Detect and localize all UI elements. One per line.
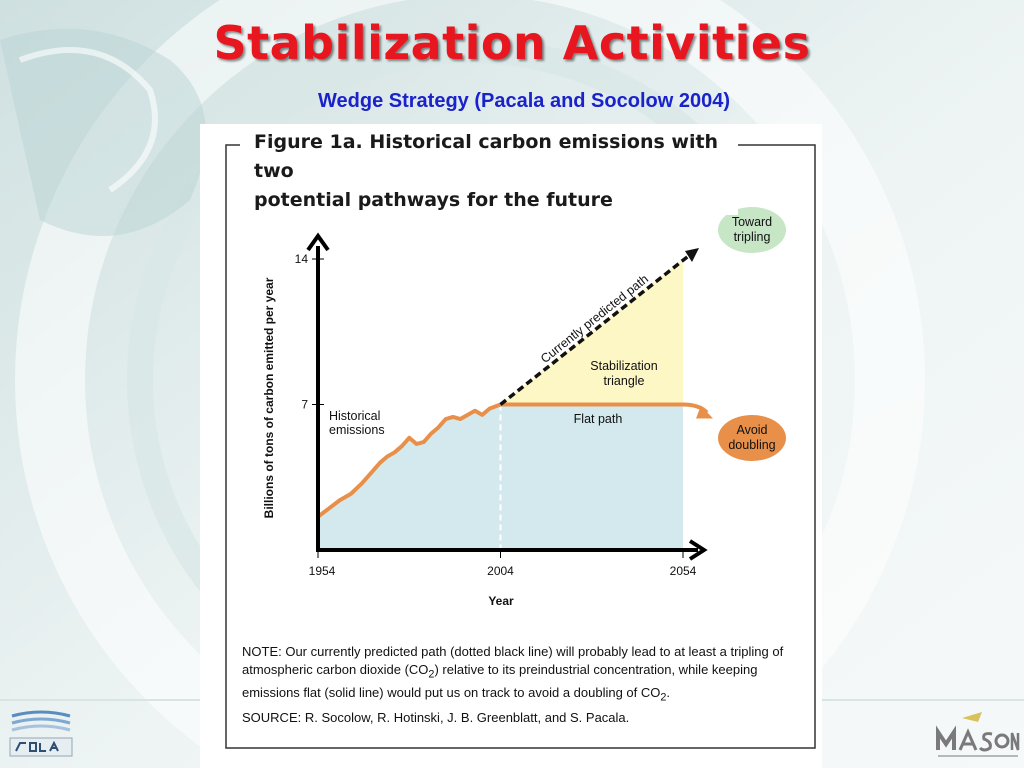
predicted-path-arrowhead [685, 248, 699, 262]
tripling-badge-label-2: tripling [734, 230, 771, 244]
historical-emissions-line [316, 402, 502, 519]
x-tick-label-1: 2004 [487, 564, 514, 578]
figure-caption: Figure 1a. Historical carbon emissions w… [250, 128, 738, 215]
x-axis-arrowhead [688, 539, 708, 561]
note-text: NOTE: Our currently predicted path (dott… [242, 644, 784, 704]
flat-path-arrowhead [696, 405, 713, 419]
x-axis-label: Year [488, 594, 514, 608]
x-tick-label-0: 1954 [309, 564, 336, 578]
figure-caption-line-2: potential pathways for the future [254, 189, 613, 211]
cola-logo [9, 710, 73, 757]
george-mason-logo [936, 712, 1020, 757]
figure-border [225, 144, 816, 749]
predicted-path-line [499, 252, 693, 406]
slide-subtitle: Wedge Strategy (Pacala and Socolow 2004) [318, 90, 730, 112]
y-axis-arrowhead [306, 232, 330, 252]
y-axis-label: Billions of tons of carbon emitted per y… [262, 277, 276, 518]
flat-path-label: Flat path [574, 412, 623, 426]
x-tick-label-2: 2054 [670, 564, 697, 578]
stabilization-triangle-label-1: Stabilization [590, 359, 657, 373]
historical-emissions-label-1: Historical [329, 409, 380, 423]
y-tick-label-1: 14 [295, 252, 309, 266]
historical-emissions-label-2: emissions [329, 423, 385, 437]
tripling-badge-label-1: Toward [732, 215, 772, 229]
doubling-badge-label-1: Avoid [736, 423, 767, 437]
slide-title: Stabilization Activities [213, 16, 811, 70]
doubling-badge-label-2: doubling [728, 438, 775, 452]
doubling-badge [718, 415, 786, 461]
y-tick-label-0: 7 [301, 398, 308, 412]
tripling-badge [718, 207, 786, 253]
source-text: SOURCE: R. Socolow, R. Hotinski, J. B. G… [242, 710, 630, 726]
figure-caption-line-1: Figure 1a. Historical carbon emissions w… [254, 131, 719, 182]
stabilization-triangle-label-2: triangle [604, 374, 645, 388]
figure-note: NOTE: Our currently predicted path (dott… [242, 643, 802, 727]
